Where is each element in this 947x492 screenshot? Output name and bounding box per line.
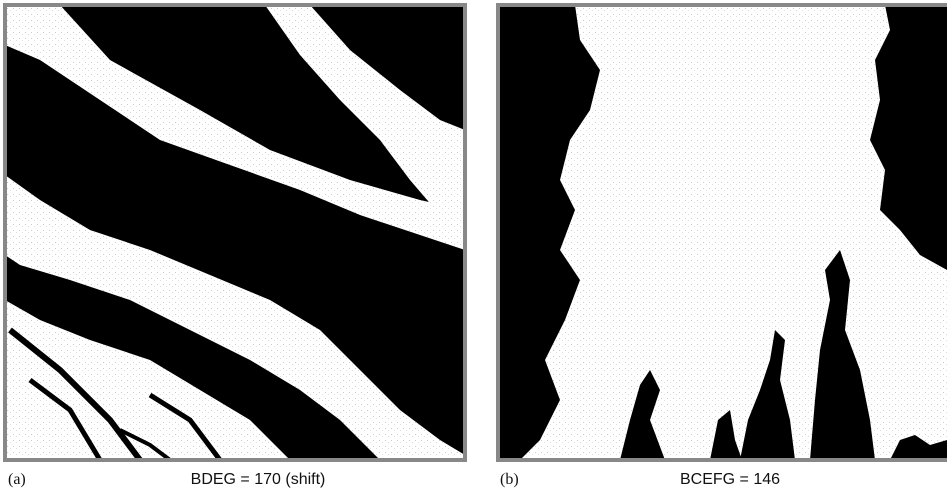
figure: (a) BDEG = 170 (shift) (b) BCEFG = 146 bbox=[0, 0, 947, 492]
panel-caption: BDEG = 170 (shift) bbox=[191, 471, 326, 488]
panel-tag: (a) bbox=[8, 471, 26, 488]
panel-tag: (b) bbox=[500, 471, 519, 488]
panel-a: (a) BDEG = 170 (shift) bbox=[5, 5, 465, 488]
panel-caption: BCEFG = 146 bbox=[680, 471, 780, 488]
panel-b: (b) BCEFG = 146 bbox=[498, 5, 947, 488]
